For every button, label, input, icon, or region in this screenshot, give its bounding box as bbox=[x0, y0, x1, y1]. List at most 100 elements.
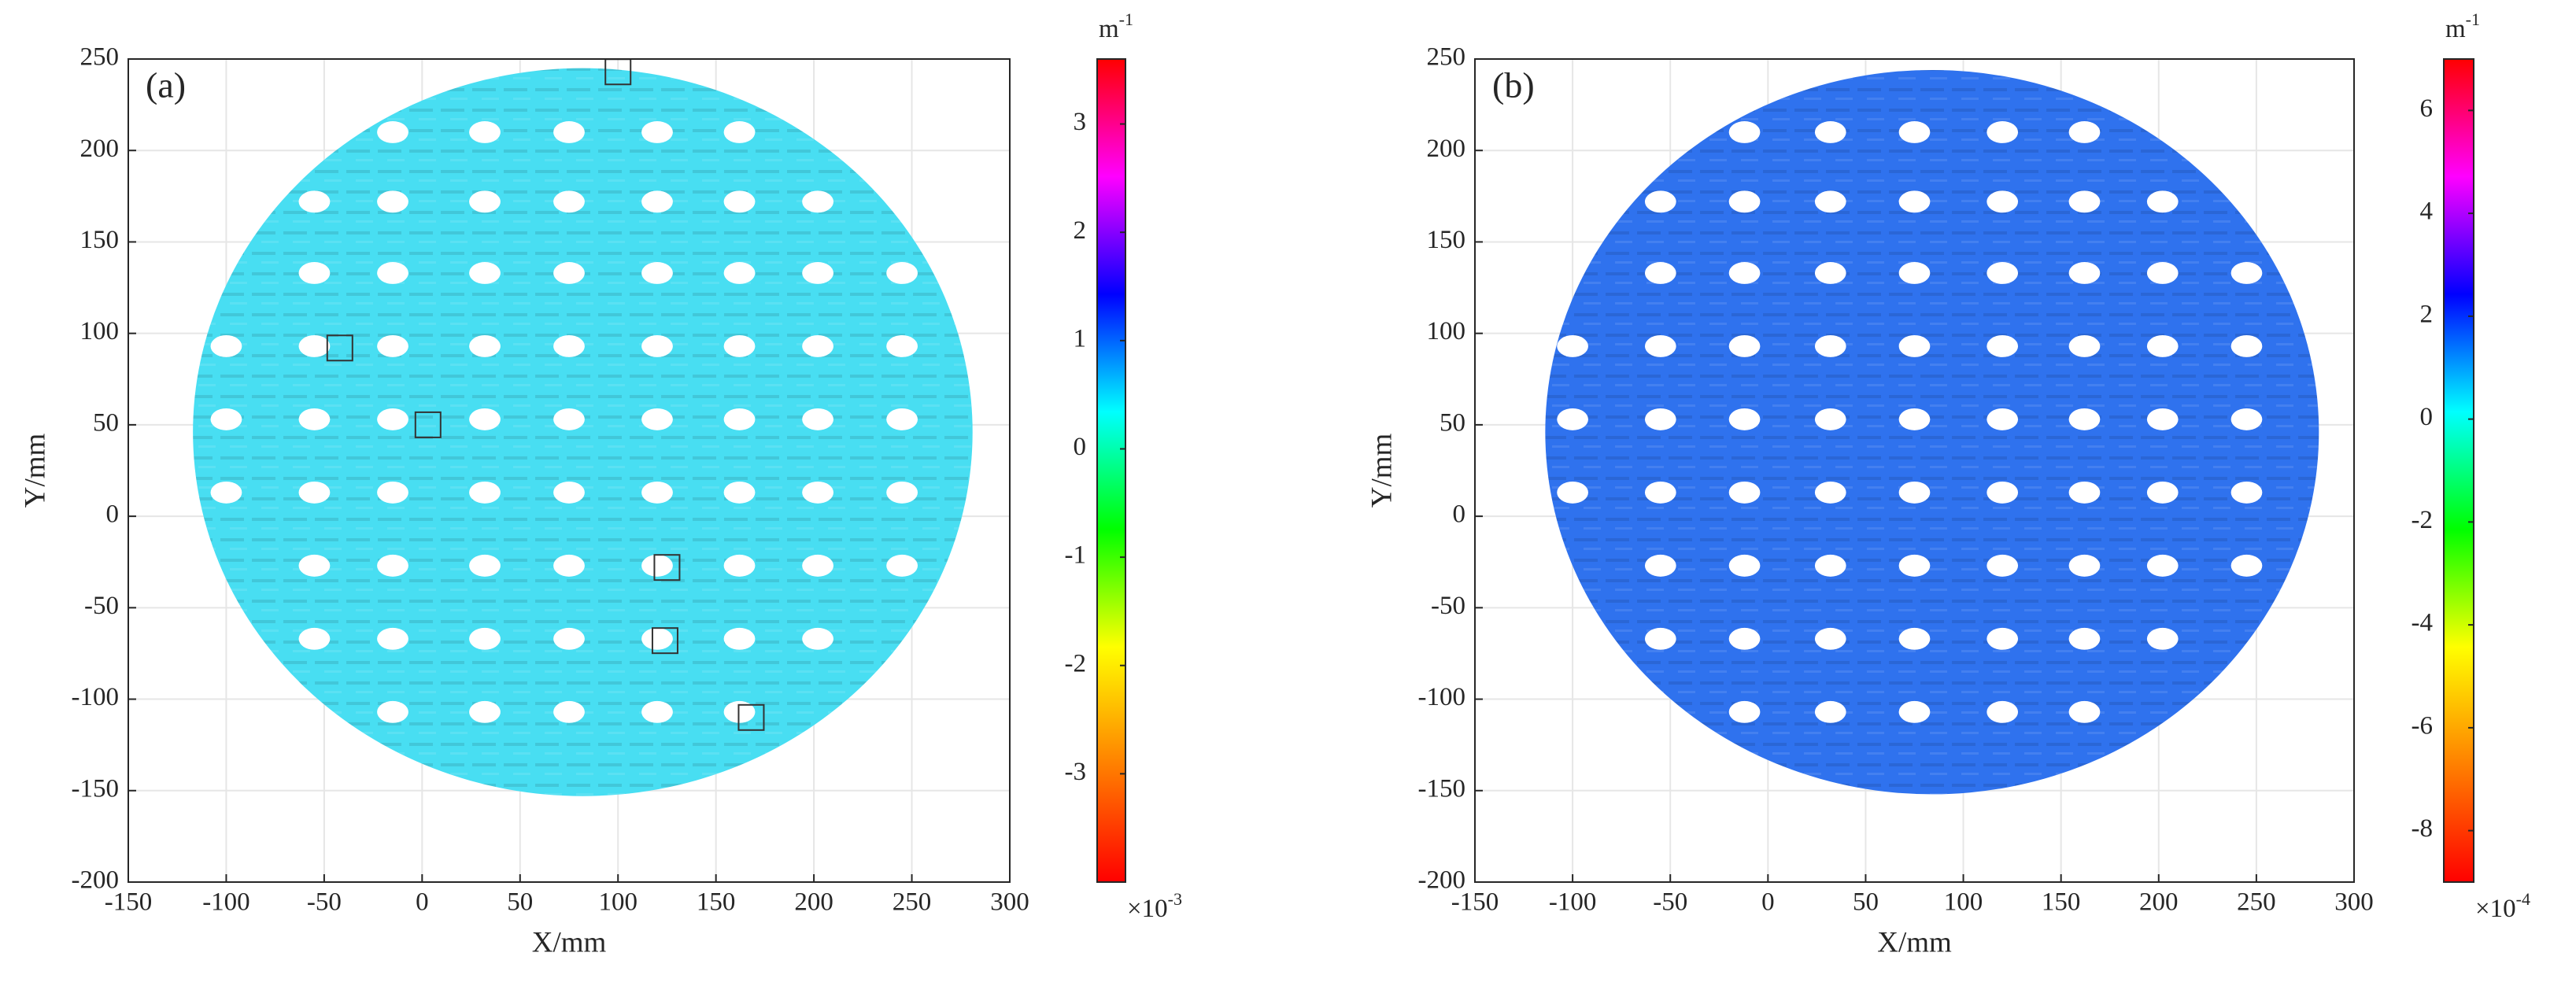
spot bbox=[2068, 700, 2101, 723]
spot bbox=[641, 627, 673, 650]
colorbar-tick-label: -8 bbox=[2412, 814, 2434, 843]
spot bbox=[298, 481, 331, 504]
spot bbox=[2230, 262, 2263, 284]
y-tick-label: 50 bbox=[93, 408, 119, 437]
spot bbox=[469, 408, 501, 430]
spot bbox=[1987, 481, 2019, 504]
spot bbox=[1898, 121, 1931, 143]
y-tick-label: -150 bbox=[72, 774, 120, 803]
spot bbox=[1814, 554, 1846, 577]
scale-base: ×10 bbox=[2475, 895, 2516, 923]
spot bbox=[802, 334, 833, 357]
y-tick-label: 150 bbox=[1427, 226, 1466, 254]
spot bbox=[553, 121, 585, 143]
spot bbox=[641, 121, 673, 143]
y-tick-label: 100 bbox=[1427, 317, 1466, 345]
panel-label: (b) bbox=[1492, 65, 1535, 105]
y-tick-label: -100 bbox=[1418, 683, 1466, 711]
spot bbox=[641, 334, 673, 357]
colorbar-tick-label: 4 bbox=[2420, 198, 2434, 226]
spot bbox=[2068, 190, 2101, 213]
colorbar-tick-label: 6 bbox=[2420, 94, 2434, 123]
spot bbox=[2068, 554, 2101, 577]
x-tick-label: 150 bbox=[2042, 888, 2081, 917]
colorbar-tick-label: 3 bbox=[1074, 108, 1087, 136]
spot bbox=[1898, 554, 1931, 577]
colorbar-scale: ×10-4 bbox=[2475, 889, 2530, 923]
scale-exponent: -4 bbox=[2516, 889, 2530, 909]
colorbar-tick-label: 0 bbox=[1074, 433, 1087, 461]
spot bbox=[2230, 554, 2263, 577]
spot bbox=[1814, 481, 1846, 504]
colorbar-scale: ×10-3 bbox=[1127, 889, 1182, 923]
spot bbox=[553, 190, 585, 213]
spot bbox=[2230, 481, 2263, 504]
panel: -150 -100 -50 0 50 100 150 200 250 300-200-150-10… bbox=[1366, 9, 2530, 958]
y-axis-label: Y/mm bbox=[19, 434, 51, 508]
spot bbox=[469, 627, 501, 650]
spot bbox=[802, 481, 833, 504]
axes-frame bbox=[128, 58, 1011, 883]
spot bbox=[723, 121, 756, 143]
colorbar-tick-label: 2 bbox=[2420, 300, 2434, 328]
spot bbox=[723, 190, 756, 213]
spot bbox=[1728, 262, 1761, 284]
colorbar bbox=[2444, 59, 2474, 882]
spot bbox=[641, 554, 673, 577]
spot bbox=[553, 262, 585, 284]
spot bbox=[1814, 334, 1846, 357]
spot bbox=[802, 554, 833, 577]
spot bbox=[553, 627, 585, 650]
spot bbox=[723, 554, 756, 577]
spot bbox=[1987, 190, 2019, 213]
y-tick-label: 200 bbox=[80, 135, 120, 163]
spot bbox=[210, 408, 242, 430]
spot bbox=[2146, 190, 2179, 213]
spot bbox=[298, 554, 331, 577]
x-tick-label: -100 bbox=[202, 888, 250, 917]
x-tick-label: -100 bbox=[1549, 888, 1597, 917]
spot bbox=[553, 481, 585, 504]
spot bbox=[377, 627, 408, 650]
spot bbox=[1644, 554, 1676, 577]
spot bbox=[1644, 408, 1676, 430]
spot bbox=[1987, 554, 2019, 577]
spot bbox=[1898, 262, 1931, 284]
y-tick-label: 250 bbox=[80, 43, 120, 72]
spot bbox=[377, 262, 408, 284]
spot bbox=[802, 627, 833, 650]
marker-box bbox=[326, 334, 353, 362]
spot bbox=[1557, 334, 1588, 357]
spot bbox=[1644, 481, 1676, 504]
colorbar-tick-label: -4 bbox=[2412, 609, 2434, 637]
spot bbox=[377, 700, 408, 723]
x-tick-label: -150 bbox=[1451, 888, 1499, 917]
spot bbox=[1728, 121, 1761, 143]
spot bbox=[641, 190, 673, 213]
panel-label: (a) bbox=[146, 65, 186, 105]
x-tick-label: 250 bbox=[893, 888, 932, 917]
spot bbox=[2068, 262, 2101, 284]
colorbar-tick-label: -6 bbox=[2412, 711, 2434, 740]
spot bbox=[298, 627, 331, 650]
spot bbox=[1728, 554, 1761, 577]
spot bbox=[377, 481, 408, 504]
spot bbox=[802, 190, 833, 213]
scale-exponent: -3 bbox=[1168, 889, 1182, 909]
marker-box bbox=[414, 411, 442, 438]
spot bbox=[1728, 190, 1761, 213]
spot bbox=[298, 190, 331, 213]
wafer-texture bbox=[1545, 69, 2319, 795]
spot bbox=[1987, 408, 2019, 430]
spot bbox=[723, 334, 756, 357]
colorbar-unit: m-1 bbox=[2445, 9, 2480, 43]
spot bbox=[469, 190, 501, 213]
spot bbox=[298, 408, 331, 430]
x-tick-label: -50 bbox=[307, 888, 342, 917]
spot bbox=[641, 481, 673, 504]
spot bbox=[641, 262, 673, 284]
y-tick-label: -100 bbox=[72, 683, 120, 711]
y-axis-label: Y/mm bbox=[1366, 434, 1398, 508]
spot bbox=[641, 408, 673, 430]
